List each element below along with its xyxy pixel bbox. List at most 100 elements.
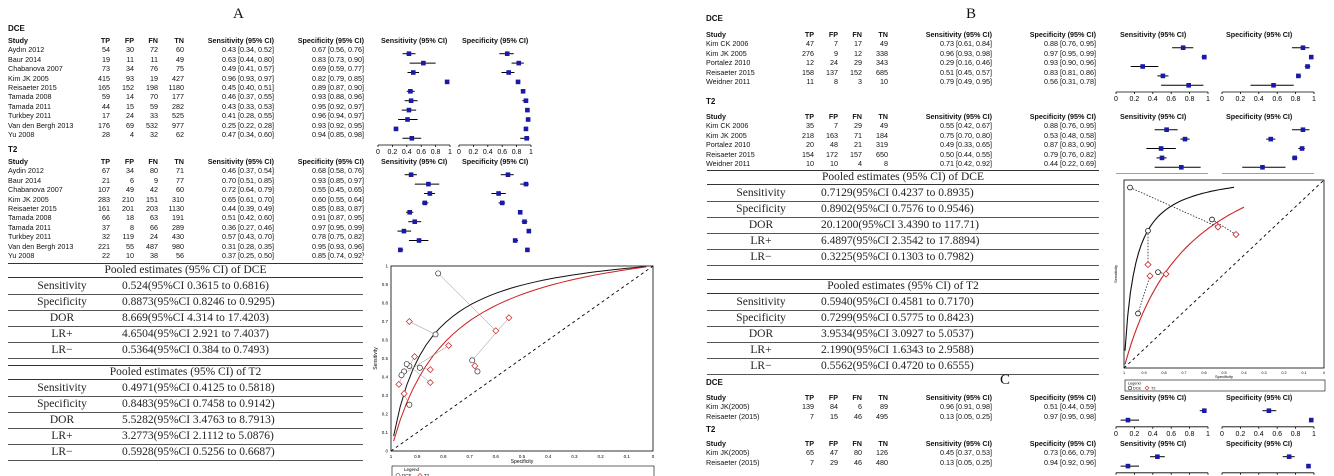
table-row: Tamada 2011 44 15 59 282 0.43 [0.33, 0.53] 0.9… xyxy=(8,102,367,111)
cell-fp: 163 xyxy=(826,130,838,140)
dce-study-point xyxy=(1135,310,1141,317)
cell-tn: 319 xyxy=(876,140,888,150)
pooled-metric-value: 4.6504(95%CI 2.921 to 7.4037) xyxy=(122,328,269,340)
pooled-metric-value: 2.1990(95%CI 1.6343 to 2.9588) xyxy=(821,344,974,356)
table-row: Kim JK(2005) 139 84 6 89 0.96 [0.91, 0.98] 0.5… xyxy=(706,402,1099,411)
x-tick-label: 0 xyxy=(652,454,655,459)
table-header-cell: Specificity (95% CI) xyxy=(1029,30,1096,39)
pooled-metric-label: LR− xyxy=(750,360,772,372)
table-header-cell: FN xyxy=(148,157,158,166)
cell-tn: 430 xyxy=(172,232,184,242)
panel-a-dce-forest-plots: 0 0.2 0.4 0.6 0.8 1 0 0.2 0.4 0.6 0.8 1 xyxy=(376,51,533,156)
point-estimate-marker xyxy=(515,79,521,85)
cell-study: Aydın 2012 xyxy=(8,45,45,55)
table-row: Kim JK 2005 218 163 71 184 0.75 [0.70, 0.80] 0… xyxy=(706,131,1099,140)
cell-tn: 495 xyxy=(876,411,888,421)
cell-tn: 310 xyxy=(172,194,184,204)
panel-c-dce-section-title: DCE xyxy=(706,378,723,387)
panel-b-dce-forest-sens-title: Sensitivity (95% CI) xyxy=(1120,30,1187,39)
cell-study: Reisaeter 2015 xyxy=(706,149,755,159)
table-row: Yu 2008 28 4 32 62 0.47 [0.34, 0.60] 0.94 [0.8… xyxy=(8,130,367,139)
pooled-metric-label: Sensitivity xyxy=(37,382,87,394)
cell-fp: 34 xyxy=(126,64,134,74)
cell-tp: 154 xyxy=(802,149,814,159)
pooled-metric-label: Specificity xyxy=(37,296,87,308)
t2-study-point xyxy=(505,314,513,322)
cell-tn: 1180 xyxy=(168,83,184,93)
point-estimate-marker xyxy=(421,60,426,66)
x-tick-label: 0.1 xyxy=(624,454,631,459)
forest-tick-label: 0 xyxy=(1220,431,1224,438)
point-estimate-marker xyxy=(1266,408,1272,413)
cell-fp: 8 xyxy=(834,77,838,87)
cell-spec: 0.83 [0.73, 0.90] xyxy=(312,54,364,64)
cell-tp: 47 xyxy=(806,39,814,49)
cell-spec: 0.82 [0.79, 0.85] xyxy=(312,73,364,83)
panel-c-dce-study-table: Study TP FP FN TN Sensitivity (95% CI) Specifi… xyxy=(706,393,1099,421)
pooled-metric-label: Sensitivity xyxy=(37,280,87,292)
pooled-metric-value: 0.8873(95%CI 0.8246 to 0.9295) xyxy=(122,296,275,308)
table-header-cell: Study xyxy=(706,30,726,39)
panel-c-t2-section-title: T2 xyxy=(706,425,716,434)
cell-sens: 0.47 [0.34, 0.60] xyxy=(222,130,274,140)
cell-sens: 0.25 [0.22, 0.28] xyxy=(222,120,274,130)
y-tick-label: 0.1 xyxy=(382,430,389,435)
t2-study-point xyxy=(1146,272,1154,280)
cell-sens: 0.57 [0.43, 0.70] xyxy=(222,232,274,242)
table-row: Van den Bergh 2013 176 69 532 977 0.25 [0.22,… xyxy=(8,121,367,130)
pooled-metric-label: LR+ xyxy=(750,344,772,356)
x-tick-label: 0.9 xyxy=(414,454,421,459)
panel-a-t2-study-table: Study TP FP FN TN Sensitivity (95% CI) Specifi… xyxy=(8,157,367,260)
point-estimate-marker xyxy=(1268,136,1274,142)
x-tick-label: 0.9 xyxy=(1141,371,1146,375)
x-axis-label: Specificity xyxy=(1215,374,1233,379)
table-row: Turkbey 2011 32 119 24 430 0.57 [0.43, 0.70] 0… xyxy=(8,232,367,241)
t2-study-point xyxy=(395,380,403,388)
sroc-curve-t2 xyxy=(1124,206,1245,365)
pooled-metric-label: Specificity xyxy=(736,312,786,324)
cell-sens: 0.73 [0.61, 0.84] xyxy=(940,39,992,49)
cell-spec: 0.88 [0.76, 0.95] xyxy=(1044,121,1096,131)
cell-study: Baur 2014 xyxy=(8,175,42,185)
table-header-row: Study TP FP FN TN Sensitivity (95% CI) Specifi… xyxy=(8,36,367,45)
pooled-row: Sensitivity 0.4971(95%CI 0.4125 to 0.5818… xyxy=(8,381,363,397)
cell-study: Kim JK 2005 xyxy=(706,130,747,140)
x-tick-label: 0.4 xyxy=(1241,371,1246,375)
table-header-row: Study TP FP FN TN Sensitivity (95% CI) Specifi… xyxy=(706,439,1099,448)
cell-fp: 4 xyxy=(130,130,134,140)
chance-diagonal xyxy=(1123,179,1325,369)
cell-fp: 10 xyxy=(126,251,134,261)
cell-tn: 427 xyxy=(172,73,184,83)
sroc-frame xyxy=(1123,179,1325,369)
panel-c-dce-forest-sens-title: Sensitivity (95% CI) xyxy=(1120,393,1187,402)
cell-sens: 0.49 [0.33, 0.65] xyxy=(940,140,992,150)
cell-spec: 0.56 [0.31, 0.78] xyxy=(1044,77,1096,87)
cell-study: Baur 2014 xyxy=(8,54,42,64)
pooled-title: Pooled estimates (95% CI) of DCE xyxy=(707,171,1099,185)
table-row: Reisaeter (2015) 7 15 46 495 0.13 [0.05, 0.25… xyxy=(706,412,1099,421)
pooled-row: DOR 20.1200(95%CI 3.4390 to 117.71) xyxy=(707,218,1099,234)
panel-a-t2-forest-spec-title: Specificity (95% CI) xyxy=(462,157,529,166)
panel-b-dce-forest-plots: 0 0.2 0.4 0.6 0.8 1 0 0.2 0.4 0.6 0.8 1 xyxy=(1114,45,1316,103)
cell-fp: 210 xyxy=(122,194,134,204)
table-row: Kim CK 2006 47 7 17 49 0.73 [0.61, 0.84] 0.88 … xyxy=(706,39,1099,48)
cell-study: Portalez 2010 xyxy=(706,140,751,150)
cell-spec: 0.91 [0.87, 0.95] xyxy=(312,213,364,223)
table-header-cell: TP xyxy=(100,157,110,166)
table-row: Reisaeter 2015 154 172 157 650 0.50 [0.44, 0.… xyxy=(706,150,1099,159)
cell-tp: 65 xyxy=(806,448,814,458)
point-estimate-marker xyxy=(422,200,428,206)
cell-tp: 10 xyxy=(806,159,814,169)
panel-a-pooled-t2-table: Pooled estimates (95% CI) of T2 Sensitivi… xyxy=(8,365,363,461)
point-estimate-marker xyxy=(393,126,399,132)
forest-tick-label: 0.4 xyxy=(1148,431,1158,438)
point-estimate-marker xyxy=(499,200,505,206)
pooled-row: LR+ 6.4897(95%CI 2.3542 to 17.8894) xyxy=(707,234,1099,250)
pooled-metric-value: 0.5940(95%CI 0.4581 to 0.7170) xyxy=(821,296,974,308)
point-estimate-marker xyxy=(525,117,531,122)
cell-sens: 0.37 [0.25, 0.50] xyxy=(222,251,274,261)
forest-tick-label: 1 xyxy=(448,149,452,156)
x-axis-label: Specificity xyxy=(511,459,534,465)
pooled-metric-value: 0.3225(95%CI 0.1303 to 0.7982) xyxy=(821,251,974,263)
cell-tp: 28 xyxy=(102,130,110,140)
